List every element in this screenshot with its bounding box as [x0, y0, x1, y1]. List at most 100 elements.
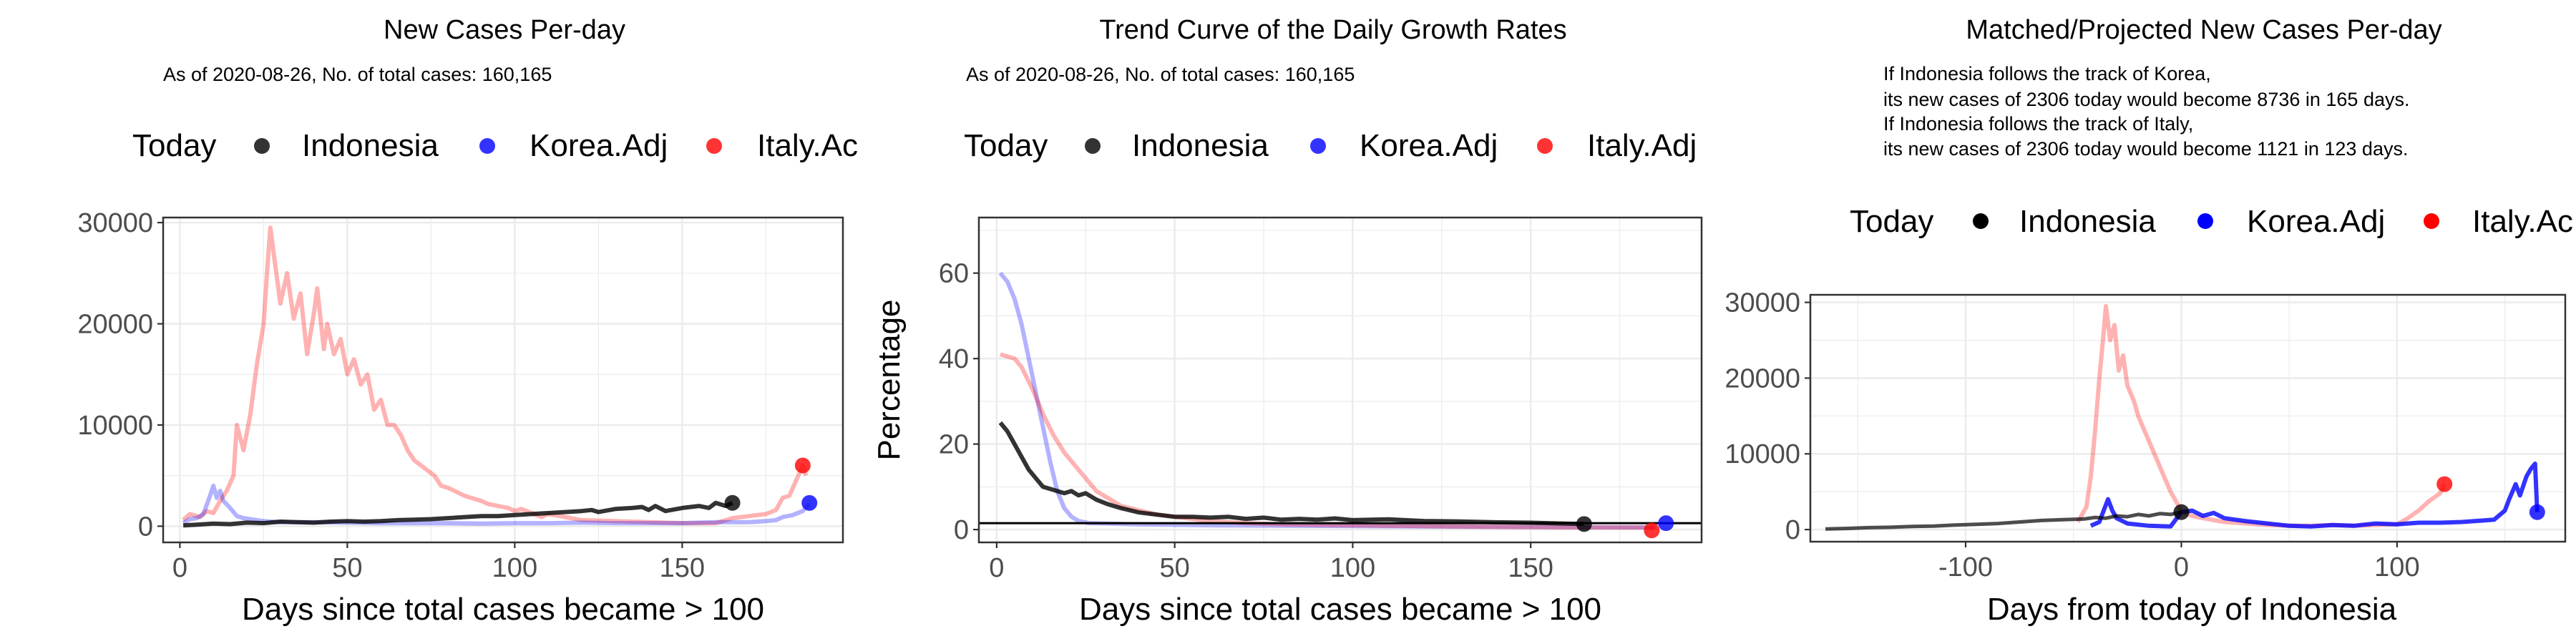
x-axis-label: Days since total cases became > 100	[242, 592, 764, 627]
series-line-indonesia	[998, 421, 1584, 527]
y-tick-label: 0	[1785, 515, 1800, 545]
series-lines	[998, 271, 1656, 530]
annotation-line: If Indonesia follows the track of Italy,	[1883, 113, 2193, 135]
today-point-italy-adj	[2436, 476, 2453, 492]
y-tick-label: 60	[939, 259, 969, 289]
y-tick-label: 30000	[77, 208, 153, 238]
x-tick-label: 0	[989, 553, 1004, 583]
y-tick-label: 10000	[77, 411, 153, 441]
gridlines	[1810, 295, 2565, 542]
series-line-italy-adj	[182, 225, 809, 526]
chart-title: New Cases Per-day	[384, 15, 625, 45]
x-axis-label: Days since total cases became > 100	[1079, 592, 1601, 627]
legend-label-korea: Korea.Adj	[2247, 204, 2385, 239]
plot-area	[977, 216, 1703, 544]
x-tick-label: 0	[2174, 552, 2189, 582]
today-point-indonesia	[2173, 504, 2190, 520]
legend-key-korea	[479, 138, 495, 154]
legend: Today Indonesia Korea.Adj Italy.Ac	[132, 107, 945, 179]
legend-key-indonesia	[254, 138, 270, 154]
panel-growth-rates: Trend Curve of the Daily Growth Rates As…	[872, 15, 1703, 627]
gridlines	[163, 218, 843, 542]
y-tick-label: 20	[939, 430, 969, 460]
series-line-korea-adj	[2089, 462, 2540, 529]
x-axis-ticks: -100 0 100	[1938, 542, 2420, 582]
legend-label-korea: Korea.Adj	[1360, 128, 1498, 163]
legend-title: Today	[132, 128, 216, 163]
today-point-korea-adj	[801, 494, 818, 511]
y-tick-label: 20000	[77, 310, 153, 340]
panel-border	[162, 216, 844, 544]
x-tick-label: 150	[660, 553, 705, 583]
plot-area	[162, 216, 844, 544]
x-tick-label: 0	[172, 553, 187, 583]
annotation-line: its new cases of 2306 today would become…	[1883, 138, 2408, 160]
legend-label-korea: Korea.Adj	[530, 128, 668, 163]
x-tick-label: 150	[1508, 553, 1553, 583]
legend: Today Indonesia Korea.Adj Italy.Ac	[1850, 204, 2573, 239]
today-markers	[2173, 476, 2545, 520]
annotation-line: its new cases of 2306 today would become…	[1883, 89, 2409, 110]
legend-label-indonesia: Indonesia	[1132, 128, 1269, 163]
y-tick-label: 0	[954, 515, 969, 545]
series-line-italy-adj	[1000, 352, 1656, 530]
x-tick-label: 100	[2374, 552, 2419, 582]
x-tick-label: 50	[1160, 553, 1190, 583]
legend-label-italy: Italy.Adj	[1587, 128, 1697, 163]
legend-key-italy	[2424, 213, 2439, 229]
legend-label-italy: Italy.Ac	[757, 128, 858, 163]
series-line-indonesia	[1825, 510, 2182, 531]
chart-subtitle: As of 2020-08-26, No. of total cases: 16…	[966, 64, 1355, 85]
x-tick-label: -100	[1938, 552, 1993, 582]
y-tick-label: 20000	[1724, 364, 1800, 394]
legend-key-korea	[2197, 213, 2213, 229]
today-point-korea-adj	[1658, 515, 1674, 532]
today-point-italy-adj	[1644, 522, 1660, 539]
y-tick-label: 40	[939, 344, 969, 374]
series-lines	[182, 225, 811, 528]
panel-border	[1809, 293, 2567, 543]
today-point-indonesia	[1576, 516, 1592, 532]
series-lines	[1825, 303, 2540, 531]
today-markers	[1576, 515, 1674, 539]
today-point-italy-adj	[794, 457, 811, 474]
panel-new-cases: New Cases Per-day As of 2020-08-26, No. …	[77, 15, 945, 627]
series-line-korea-adj	[998, 271, 1656, 530]
y-axis-ticks: 0 20 40 60	[939, 259, 979, 545]
today-markers	[724, 457, 818, 511]
legend-key-italy	[706, 138, 722, 154]
chart-title: Trend Curve of the Daily Growth Rates	[1099, 15, 1566, 45]
gridlines	[979, 218, 1702, 542]
projection-annotation: If Indonesia follows the track of Korea,…	[1883, 63, 2409, 160]
legend-key-indonesia	[1085, 138, 1101, 154]
y-tick-label: 0	[138, 512, 153, 542]
today-point-indonesia	[724, 494, 741, 511]
legend-title: Today	[1850, 204, 1933, 239]
series-line-indonesia	[182, 500, 733, 528]
today-point-korea-adj	[2529, 504, 2545, 520]
legend-label-indonesia: Indonesia	[2019, 204, 2156, 239]
panel-border	[977, 216, 1703, 544]
plot-area	[1809, 293, 2567, 543]
annotation-line: If Indonesia follows the track of Korea,	[1883, 63, 2211, 84]
y-tick-label: 10000	[1724, 439, 1800, 469]
panel-projected-cases: Matched/Projected New Cases Per-day If I…	[1724, 15, 2573, 627]
legend-key-korea	[1310, 138, 1326, 154]
y-tick-label: 30000	[1724, 288, 1800, 318]
y-axis-ticks: 0 10000 20000 30000	[77, 208, 163, 542]
x-axis-label: Days from today of Indonesia	[1987, 592, 2397, 627]
chart-subtitle: As of 2020-08-26, No. of total cases: 16…	[163, 64, 552, 85]
legend-title: Today	[964, 128, 1048, 163]
legend-clip-mask	[859, 107, 945, 179]
legend-label-italy: Italy.Ac	[2472, 204, 2573, 239]
x-tick-label: 100	[1330, 553, 1375, 583]
legend-label-indonesia: Indonesia	[302, 128, 439, 163]
y-axis-ticks: 0 10000 20000 30000	[1724, 288, 1810, 545]
x-axis-ticks: 0 50 100 150	[989, 542, 1553, 583]
legend-key-italy	[1537, 138, 1553, 154]
legend: Today Indonesia Korea.Adj Italy.Adj	[964, 128, 1697, 163]
y-axis-label: Percentage	[872, 299, 907, 460]
x-tick-label: 100	[492, 553, 537, 583]
x-tick-label: 50	[332, 553, 362, 583]
